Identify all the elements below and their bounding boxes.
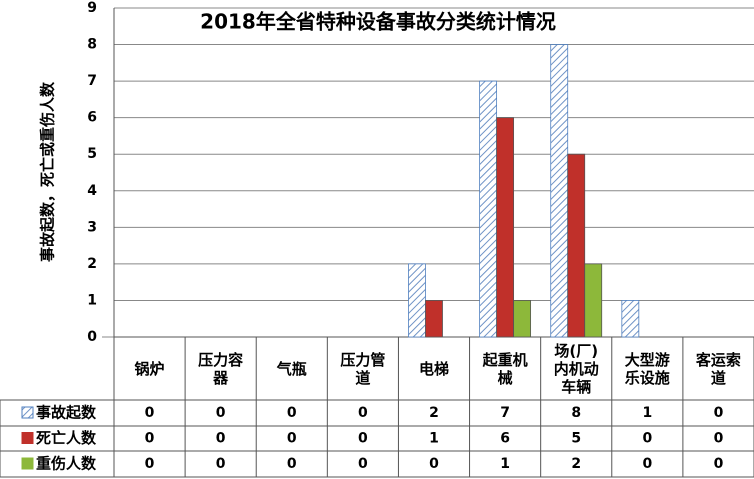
x-tick-label: 气瓶: [276, 359, 307, 378]
table-value: 0: [216, 431, 226, 447]
table-value: 0: [145, 456, 155, 472]
y-tick-label: 4: [87, 183, 97, 199]
legend-label: 重伤人数: [36, 455, 97, 473]
y-axis-label: 事故起数，死亡或重伤人数: [39, 81, 57, 262]
y-tick-label: 1: [87, 292, 97, 308]
legend-label: 死亡人数: [36, 429, 97, 447]
category-cell: 客运索道: [683, 337, 754, 400]
category-cell: 客运索道: [683, 337, 754, 400]
table-value: 2: [571, 456, 581, 472]
category-cell: 压力管道: [327, 337, 398, 400]
y-tick-label: 9: [87, 0, 97, 16]
bar: [584, 263, 603, 338]
table-value: 7: [500, 405, 510, 421]
table-value: 0: [429, 456, 439, 472]
y-tick-label: 8: [87, 37, 97, 53]
table-value: 1: [642, 405, 652, 421]
bar: [550, 44, 569, 338]
table-value: 0: [145, 431, 155, 447]
y-tick-label: 7: [87, 73, 97, 89]
table-value: 0: [642, 431, 652, 447]
table-value: 1: [500, 456, 510, 472]
category-cell: 起重机械: [470, 337, 541, 400]
legend-key: [21, 457, 34, 470]
y-tick-label: 0: [87, 329, 97, 345]
category-cell: 压力容器: [185, 337, 256, 400]
table-value: 0: [287, 405, 297, 421]
category-cell: 场(厂)内机动车辆: [541, 337, 612, 400]
table-value: 0: [216, 405, 226, 421]
table-value: 6: [500, 431, 510, 447]
y-tick-label: 6: [87, 110, 97, 126]
x-tick-label: 场(厂)内机动车辆: [553, 341, 599, 396]
table-value: 0: [216, 456, 226, 472]
table-value: 0: [714, 405, 724, 421]
table-value: 0: [287, 456, 297, 472]
x-tick-label: 电梯: [418, 359, 449, 378]
table-value: 0: [358, 405, 368, 421]
x-tick-label: 压力容器: [198, 350, 244, 387]
bar: [479, 80, 498, 338]
table-value: 5: [571, 431, 581, 447]
bar: [425, 300, 443, 338]
legend-label: 事故起数: [36, 404, 97, 422]
table-value: 0: [287, 431, 297, 447]
y-tick-label: 2: [87, 256, 97, 272]
x-tick-label: 大型游乐设施: [624, 350, 670, 387]
table-value: 1: [429, 431, 439, 447]
category-cell: 电梯: [398, 337, 469, 400]
x-tick-label: 起重机械: [482, 350, 528, 387]
bar: [513, 300, 532, 338]
table-value: 0: [642, 456, 652, 472]
table-value: 0: [358, 431, 368, 447]
category-cell: 大型游乐设施: [612, 337, 683, 400]
table-value: 0: [145, 405, 155, 421]
category-cell: 锅炉: [114, 337, 185, 400]
bar: [408, 263, 426, 338]
bar: [496, 117, 515, 338]
category-cell: 起重机械: [470, 337, 541, 400]
category-cell: 电梯: [398, 337, 469, 400]
category-cell: 锅炉: [114, 337, 185, 400]
x-tick-label: 锅炉: [134, 359, 165, 378]
chart-title: 2018年全省特种设备事故分类统计情况: [200, 10, 556, 34]
table-value: 0: [358, 456, 368, 472]
category-cell: 大型游乐设施: [612, 337, 683, 400]
category-cell: 压力管道: [327, 337, 398, 400]
legend-key: [21, 406, 34, 419]
bar: [567, 153, 586, 338]
y-tick-label: 5: [87, 146, 97, 162]
category-cell: 气瓶: [256, 337, 327, 400]
x-tick-label: 客运索道: [695, 350, 741, 387]
y-tick-label: 3: [87, 219, 97, 235]
table-value: 0: [714, 456, 724, 472]
bar: [621, 300, 640, 338]
table-value: 2: [429, 405, 439, 421]
category-cell: 气瓶: [256, 337, 327, 400]
category-cell: 场(厂)内机动车辆: [541, 337, 612, 400]
table-value: 0: [714, 431, 724, 447]
category-cell: 压力容器: [185, 337, 256, 400]
legend-key: [21, 432, 34, 444]
table-value: 8: [571, 405, 581, 421]
x-tick-label: 压力管道: [340, 350, 386, 387]
